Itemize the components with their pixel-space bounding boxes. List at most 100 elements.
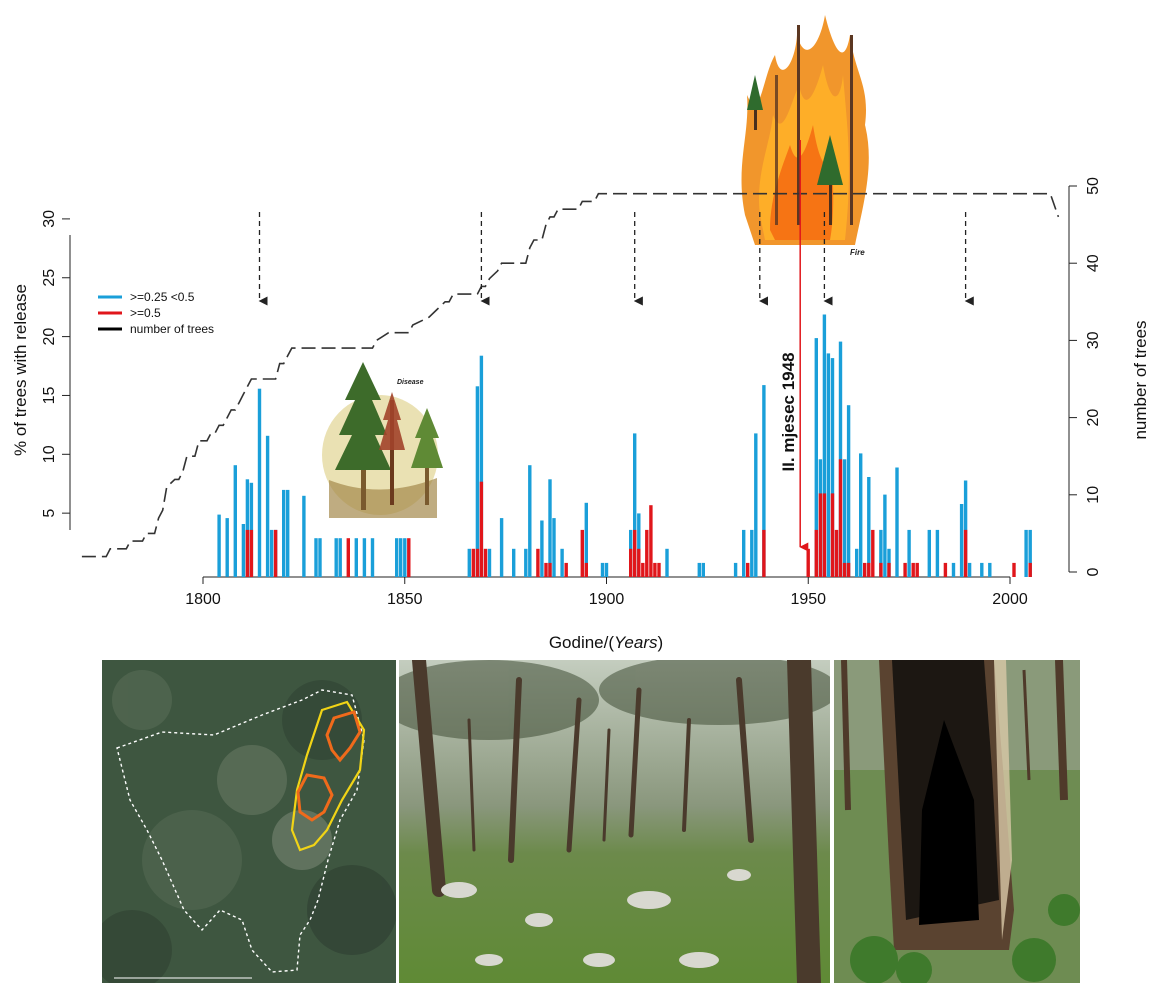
bar-moderate-release-1866: [467, 548, 471, 577]
bar-moderate-release-1907: [633, 433, 637, 577]
bar-major-release-1989: [963, 529, 968, 577]
bar-moderate-release-1884: [540, 520, 544, 577]
y-left-axis-title: % of trees with release: [11, 284, 30, 456]
bar-moderate-release-1899: [600, 562, 605, 577]
x-tick-label-1800: 1800: [185, 591, 221, 608]
x-tick-label-1900: 1900: [589, 591, 625, 608]
bar-moderate-release-1956: [830, 358, 835, 577]
bar-moderate-release-1806: [225, 518, 229, 577]
bar-major-release-1958: [838, 459, 843, 577]
bar-moderate-release-1968: [879, 529, 883, 577]
chart: Disease Fire 1800 1850 1900 1950 2000 5 10 15 20…: [11, 15, 1150, 652]
bar-moderate-release-1895: [584, 502, 588, 577]
fire-label: Fire: [850, 248, 865, 257]
bar-moderate-release-1840: [362, 538, 367, 577]
bar-moderate-release-1814: [257, 388, 262, 577]
bar-moderate-release-1871: [487, 548, 492, 577]
bar-major-release-1974: [903, 562, 907, 577]
bar-moderate-release-1908: [637, 513, 641, 577]
y-left-tick-label-30: 30: [41, 210, 58, 228]
bar-moderate-release-1934: [742, 529, 746, 577]
bar-major-release-1970: [887, 562, 891, 577]
bar-moderate-release-1952: [814, 338, 818, 577]
bar-major-release-1890: [564, 562, 568, 577]
bar-major-release-2005: [1028, 562, 1032, 577]
bar-moderate-release-1820: [282, 489, 286, 577]
bar-moderate-release-2005: [1028, 529, 1032, 577]
bar-major-release-1885: [544, 562, 548, 577]
bar-major-release-1953: [818, 493, 823, 577]
bar-moderate-release-1849: [399, 538, 403, 577]
bar-major-release-1811: [245, 529, 250, 577]
aerial-map-photo: [102, 660, 396, 983]
bar-moderate-release-1960: [846, 405, 851, 577]
bar-moderate-release-1969: [883, 494, 887, 577]
bar-major-release-1869: [479, 481, 484, 577]
bar-moderate-release-1808: [233, 465, 237, 577]
bar-moderate-release-1936: [750, 529, 754, 577]
bar-major-release-1952: [814, 529, 818, 577]
x-tick-label-2000: 2000: [992, 591, 1028, 608]
bar-moderate-release-1923: [697, 562, 701, 577]
bar-moderate-release-1825: [302, 495, 306, 577]
y-right-tick-label-30: 30: [1085, 331, 1102, 349]
bar-moderate-release-1915: [665, 548, 669, 577]
y-right-tick-label-40: 40: [1085, 254, 1102, 272]
bar-moderate-release-1889: [560, 548, 564, 577]
bar-major-release-1836: [346, 538, 350, 577]
bar-moderate-release-1810: [241, 524, 246, 577]
bar-moderate-release-1874: [499, 518, 504, 577]
bar-major-release-1894: [580, 529, 584, 577]
bar-moderate-release-1850: [403, 538, 407, 577]
bar-major-release-1895: [584, 562, 588, 577]
bar-major-release-1907: [633, 529, 637, 577]
study-area-outline: [116, 689, 365, 973]
bar-moderate-release-1817: [269, 529, 274, 577]
bar-moderate-release-1821: [286, 489, 290, 577]
bar-major-release-1906: [629, 548, 633, 577]
bar-moderate-release-1954: [822, 314, 827, 577]
bar-major-release-1939: [762, 529, 766, 577]
bar-moderate-release-1982: [935, 529, 940, 577]
bar-major-release-1954: [822, 493, 827, 577]
x-tick-label-1950: 1950: [790, 591, 826, 608]
y-right-tick-label-50: 50: [1085, 177, 1102, 195]
bar-major-release-1964: [863, 562, 867, 577]
bar-moderate-release-1939: [762, 385, 766, 577]
forest-slope-photo: [399, 660, 830, 983]
bar-moderate-release-1900: [604, 562, 609, 577]
bar-moderate-release-1980: [927, 529, 931, 577]
bar-moderate-release-1965: [867, 477, 871, 577]
bar-moderate-release-1816: [265, 435, 270, 577]
bar-major-release-1977: [915, 562, 919, 577]
bar-major-release-1968: [879, 562, 883, 577]
bar-moderate-release-1848: [395, 538, 399, 577]
y-right-tick-label-10: 10: [1085, 486, 1102, 504]
y-right-tick-label-0: 0: [1085, 567, 1102, 576]
bar-major-release-1909: [641, 562, 645, 577]
bar-moderate-release-1811: [245, 479, 250, 577]
bar-moderate-release-1881: [528, 465, 532, 577]
bar-moderate-release-1955: [826, 353, 831, 577]
y-left-tick-label-20: 20: [41, 328, 58, 346]
bar-moderate-release-1962: [855, 548, 859, 577]
y-right-tick-label-20: 20: [1085, 409, 1102, 427]
bar-major-release-1818: [273, 529, 278, 577]
bar-major-release-1960: [846, 562, 851, 577]
bar-moderate-release-1932: [733, 562, 738, 577]
bar-moderate-release-1842: [370, 538, 375, 577]
bar-moderate-release-1988: [959, 504, 964, 577]
legend: >=0.25 <0.5 >=0.5 number of trees: [98, 290, 214, 336]
y-left-tick-label-25: 25: [41, 269, 58, 287]
bar-major-release-1851: [407, 538, 411, 577]
y-left-tick-label-5: 5: [41, 509, 58, 518]
x-tick-label-1850: 1850: [387, 591, 423, 608]
bar-major-release-1883: [536, 548, 540, 577]
y-right-axis-title: number of trees: [1131, 320, 1150, 439]
bar-major-release-1868: [475, 548, 480, 577]
bar-moderate-release-1990: [967, 562, 972, 577]
bar-major-release-1966: [871, 529, 875, 577]
bar-major-release-1911: [649, 505, 653, 577]
bar-major-release-1965: [867, 562, 871, 577]
bar-moderate-release-1993: [980, 562, 984, 577]
